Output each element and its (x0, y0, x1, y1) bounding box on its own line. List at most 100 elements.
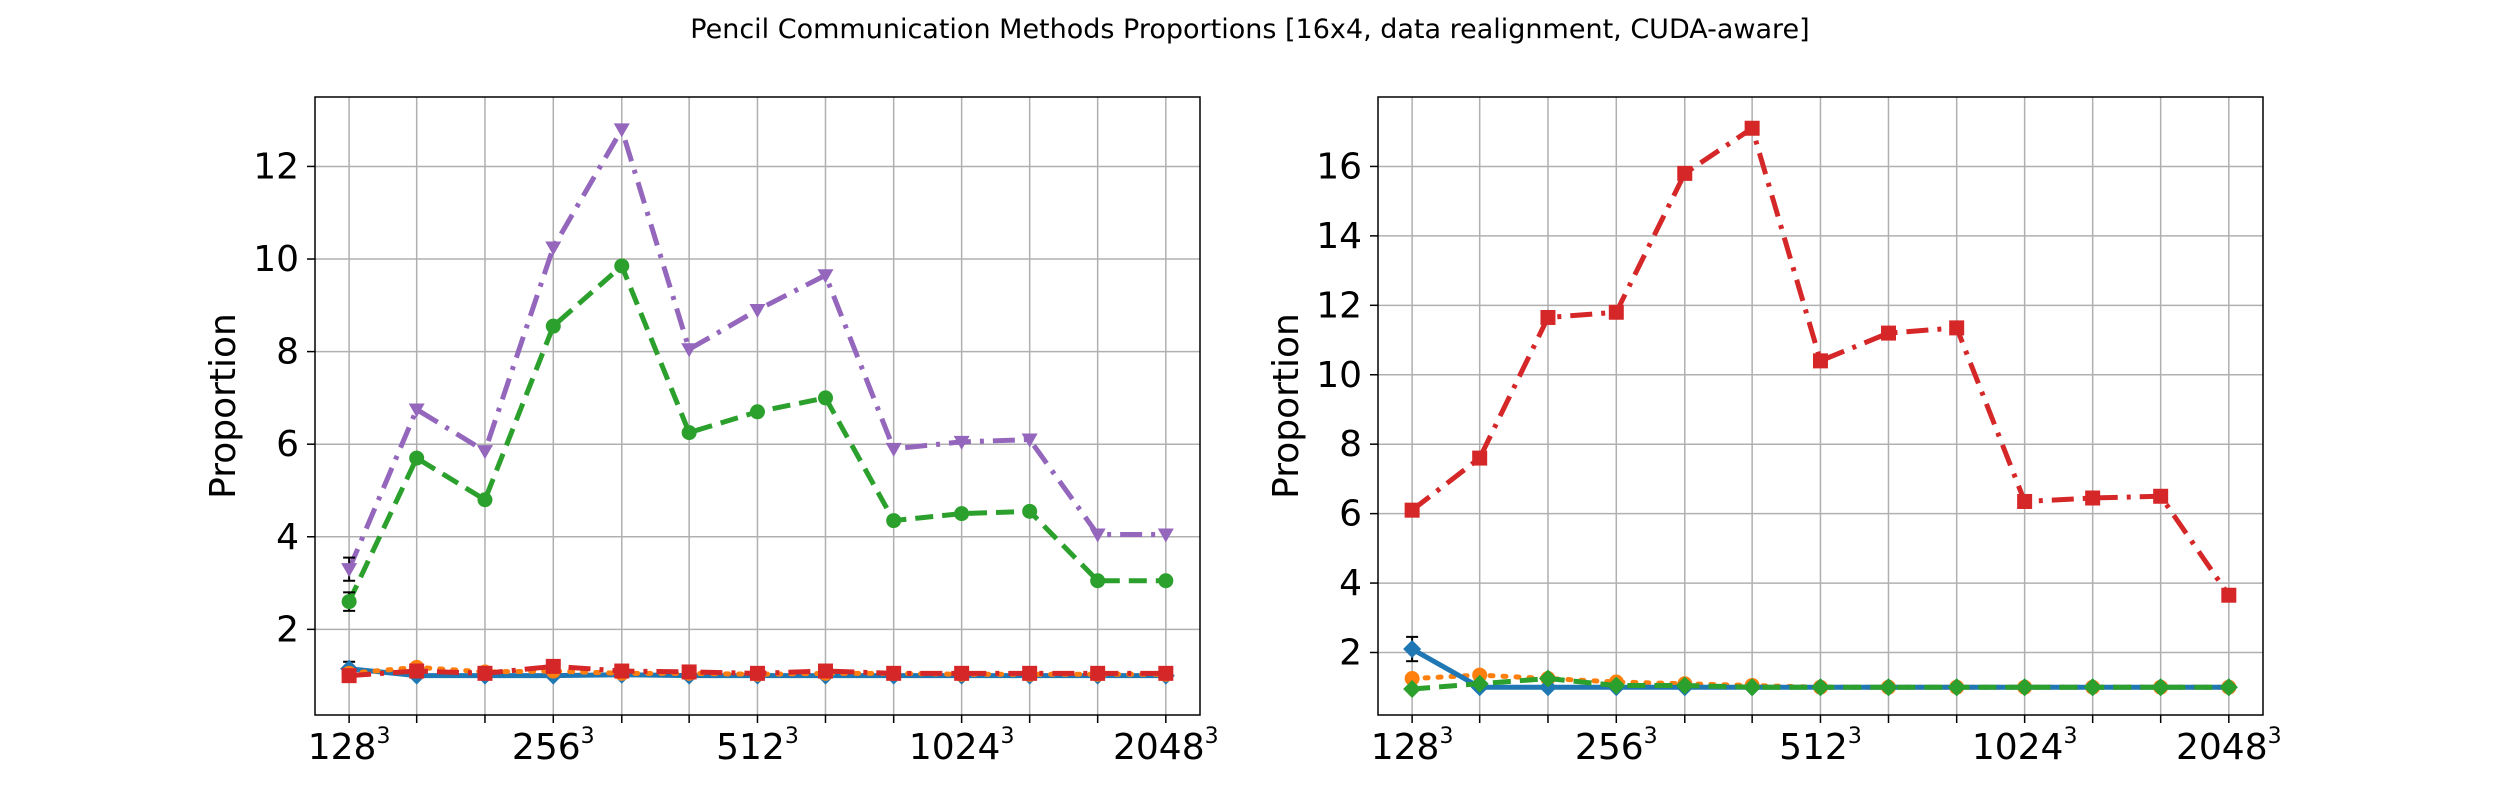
data-point (341, 668, 357, 684)
data-point (545, 318, 561, 334)
data-point (1021, 433, 1038, 448)
y-tick-label: 6 (276, 424, 299, 465)
grid (315, 97, 1200, 715)
data-point (614, 258, 630, 274)
data-point (1158, 665, 1174, 681)
y-tick-label: 12 (253, 146, 299, 187)
data-point (2017, 493, 2033, 509)
x-tick-label: 2563 (1575, 724, 1658, 768)
chart-left: 2 4 6 8 10 12 1283 2563 5123 10243 20483 Proportion (203, 96, 1219, 768)
data-point (545, 241, 562, 256)
data-point (681, 664, 697, 680)
data-point (1607, 676, 1626, 695)
y-tick-label: 8 (276, 332, 299, 373)
data-point (2151, 678, 2170, 697)
series-red (1404, 120, 2237, 603)
data-point (2083, 678, 2102, 697)
data-point (1090, 573, 1106, 589)
data-point (954, 506, 970, 522)
y-tick-label: 12 (1316, 285, 1362, 326)
data-point (2153, 488, 2169, 504)
data-point (1403, 679, 1422, 698)
data-point (1022, 503, 1038, 519)
data-point (477, 492, 493, 508)
data-point (2015, 678, 2034, 697)
data-point (886, 665, 902, 681)
y-axis-label: Proportion (1266, 313, 1307, 499)
data-point (613, 123, 630, 138)
y-tick-label: 4 (1339, 563, 1362, 604)
x-tick-label: 20483 (2176, 724, 2282, 768)
x-tick-label: 10243 (1972, 724, 2078, 768)
data-point (1157, 528, 1174, 543)
y-tick-label: 2 (1339, 633, 1362, 674)
series-red (341, 658, 1174, 684)
data-point (2085, 490, 2101, 506)
x-tick-label: 2563 (512, 724, 595, 768)
data-point (749, 303, 766, 318)
data-point (749, 665, 765, 681)
data-point (477, 665, 493, 681)
data-point (1089, 528, 1106, 543)
data-point (817, 269, 834, 284)
data-point (954, 665, 970, 681)
data-point (1947, 678, 1966, 697)
data-point (2219, 678, 2238, 697)
y-tick-label: 10 (1316, 355, 1362, 396)
x-tick-label: 1283 (308, 724, 391, 768)
data-point (953, 435, 970, 450)
y-tick-label: 16 (1316, 146, 1362, 187)
series-green (1403, 669, 2238, 698)
x-tick-label: 5123 (716, 724, 799, 768)
data-point (817, 663, 833, 679)
data-point (409, 663, 425, 679)
x-tick-label: 5123 (1779, 724, 1862, 768)
data-point (409, 450, 425, 466)
x-tick-label: 10243 (909, 724, 1015, 768)
y-tick-label: 14 (1316, 216, 1362, 257)
data-point (1675, 676, 1694, 695)
y-axis-label: Proportion (203, 313, 244, 499)
data-point (1404, 502, 1420, 518)
data-point (1090, 665, 1106, 681)
data-point (1812, 353, 1828, 369)
data-point (408, 403, 425, 418)
data-point (1880, 325, 1896, 341)
data-point (1744, 120, 1760, 136)
data-point (681, 343, 698, 358)
y-tick-label: 10 (253, 239, 299, 280)
grid (1378, 97, 2263, 715)
data-point (1949, 320, 1965, 336)
data-point (1538, 669, 1557, 688)
data-point (1811, 678, 1830, 697)
data-point (476, 445, 493, 460)
y-tick-label: 4 (276, 517, 299, 558)
data-point (817, 390, 833, 406)
y-tick-label: 2 (276, 609, 299, 650)
y-tick-label: 6 (1339, 494, 1362, 535)
data-point (1470, 674, 1489, 693)
data-point (545, 658, 561, 674)
data-point (886, 513, 902, 529)
data-point (1472, 450, 1488, 466)
series-purple (341, 123, 1174, 582)
data-point (1022, 665, 1038, 681)
chart-right: 2 4 6 8 10 12 14 16 1283 2563 5123 10243 20483 Propor… (1266, 96, 2282, 768)
data-point (1677, 165, 1693, 181)
data-point (341, 594, 357, 610)
x-tick-label: 1283 (1371, 724, 1454, 768)
data-point (1743, 678, 1762, 697)
data-point (1879, 678, 1898, 697)
data-point (341, 563, 358, 578)
data-point (1403, 640, 1422, 659)
series-green (341, 258, 1174, 612)
data-point (749, 404, 765, 420)
data-point (2221, 587, 2237, 603)
data-point (614, 663, 630, 679)
data-point (1404, 671, 1420, 687)
x-tick-label: 20483 (1113, 724, 1219, 768)
y-tick-label: 8 (1339, 424, 1362, 465)
data-point (681, 425, 697, 441)
figure-title: Pencil Communication Methods Proportions… (690, 14, 1809, 45)
